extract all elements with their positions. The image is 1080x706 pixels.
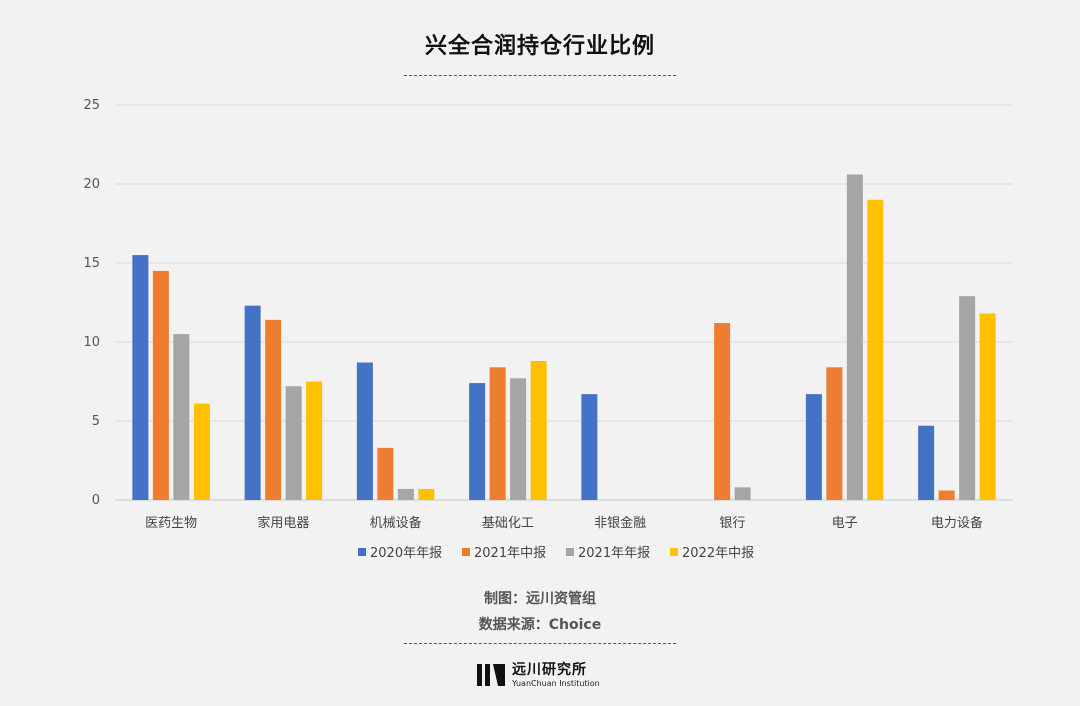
bar (356, 362, 373, 500)
bar (581, 394, 598, 500)
y-tick-label: 5 (92, 414, 100, 429)
logo-name-en: YuanChuan Institution (512, 678, 600, 688)
bar (173, 334, 190, 500)
x-category-label: 非银金融 (594, 515, 646, 531)
grid-lines (115, 104, 1013, 501)
x-axis-categories: 医药生物 家用电器 机械设备 基础化工 非银金融 银行 电子 电力设备 (145, 515, 983, 531)
bar (826, 367, 843, 500)
bar (530, 360, 547, 500)
bar (510, 378, 527, 500)
legend-swatch (670, 548, 678, 556)
y-tick-label: 15 (83, 256, 100, 271)
footer-divider (404, 643, 676, 644)
bars (132, 174, 996, 501)
x-category-label: 医药生物 (145, 516, 197, 531)
legend-label: 2020年年报 (370, 546, 442, 561)
x-category-label: 基础化工 (482, 516, 534, 531)
bar (418, 488, 435, 500)
bar (397, 488, 414, 500)
y-tick-label: 20 (83, 177, 100, 192)
bar (918, 425, 935, 500)
y-axis-ticks: 0 5 10 15 20 25 (83, 98, 100, 508)
logo-name-cn: 远川研究所 (512, 661, 587, 678)
logo-mark-icon (477, 664, 505, 686)
legend-label: 2021年年报 (578, 546, 650, 561)
x-category-label: 银行 (719, 516, 745, 531)
bar (805, 394, 822, 500)
bar (152, 270, 169, 500)
chart-title: 兴全合润持仓行业比例 (424, 34, 655, 59)
legend-swatch (462, 548, 470, 556)
legend-swatch (566, 548, 574, 556)
bar (377, 447, 394, 500)
bar (867, 199, 884, 501)
bar (734, 487, 751, 500)
bar (938, 490, 955, 500)
legend-label: 2022年中报 (682, 546, 754, 561)
bar (306, 381, 323, 500)
bar (265, 319, 282, 500)
x-category-label: 机械设备 (370, 515, 422, 531)
brand-logo: 远川研究所 YuanChuan Institution (476, 660, 600, 690)
y-tick-label: 25 (83, 98, 100, 113)
bar (244, 305, 261, 500)
bar (489, 367, 506, 500)
credit-author: 制图：远川资管组 (484, 591, 596, 607)
x-category-label: 家用电器 (257, 515, 309, 531)
bar (714, 323, 731, 500)
bar (469, 383, 486, 500)
y-tick-label: 10 (83, 335, 100, 350)
bar (193, 403, 210, 500)
legend: 2020年年报 2021年中报 2021年年报 2022年中报 (358, 546, 754, 561)
bar (846, 174, 863, 500)
legend-label: 2021年中报 (474, 546, 546, 561)
bar (959, 296, 976, 500)
y-tick-label: 0 (92, 493, 100, 508)
x-category-label: 电子 (832, 516, 858, 531)
bar (979, 313, 996, 500)
credit-source: 数据来源：Choice (478, 617, 602, 633)
bar (285, 386, 302, 500)
title-divider (404, 75, 676, 76)
bar (132, 255, 149, 500)
legend-swatch (358, 548, 366, 556)
x-category-label: 电力设备 (931, 515, 983, 531)
